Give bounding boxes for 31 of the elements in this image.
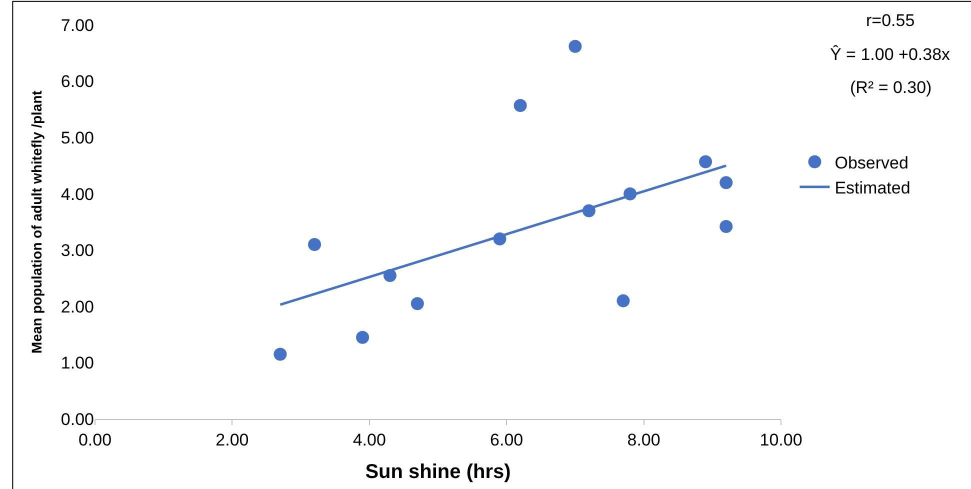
x-tick-label: 0.00 xyxy=(78,430,112,450)
point xyxy=(274,348,287,361)
point xyxy=(699,155,712,168)
point xyxy=(720,220,733,233)
y-tick-label: 7.00 xyxy=(60,16,94,35)
x-tick-label: 8.00 xyxy=(627,430,660,450)
point xyxy=(410,297,424,310)
legend-label: Observed xyxy=(834,153,908,172)
y-tick-label: 4.00 xyxy=(60,184,94,204)
y-tick-label: 0.00 xyxy=(60,410,94,429)
y-axis-title: Mean population of adult whitefly /plant xyxy=(28,90,45,354)
y-tick-label: 5.00 xyxy=(60,128,94,148)
x-tick-label: 2.00 xyxy=(216,430,249,450)
x-tick-label: 10.00 xyxy=(760,430,802,450)
x-tick-label: 4.00 xyxy=(352,430,386,450)
point xyxy=(356,330,370,344)
y-tick-label: 2.00 xyxy=(60,297,94,316)
point xyxy=(720,176,733,190)
legend-label: Estimated xyxy=(834,178,910,198)
y-tick-label: 6.00 xyxy=(60,72,94,92)
point xyxy=(616,294,630,308)
text: Ŷ = 1.00 +0.38x xyxy=(830,45,951,64)
text: r=0.55 xyxy=(866,11,915,30)
x-tick-label: 6.00 xyxy=(490,430,524,450)
point xyxy=(308,238,322,252)
y-tick-label: 3.00 xyxy=(60,241,94,260)
point xyxy=(568,40,582,53)
point xyxy=(514,98,527,112)
text: (R² = 0.30) xyxy=(850,78,932,97)
y-tick-label: 1.00 xyxy=(60,354,94,373)
x-axis-title: Sun shine (hrs) xyxy=(365,460,511,483)
